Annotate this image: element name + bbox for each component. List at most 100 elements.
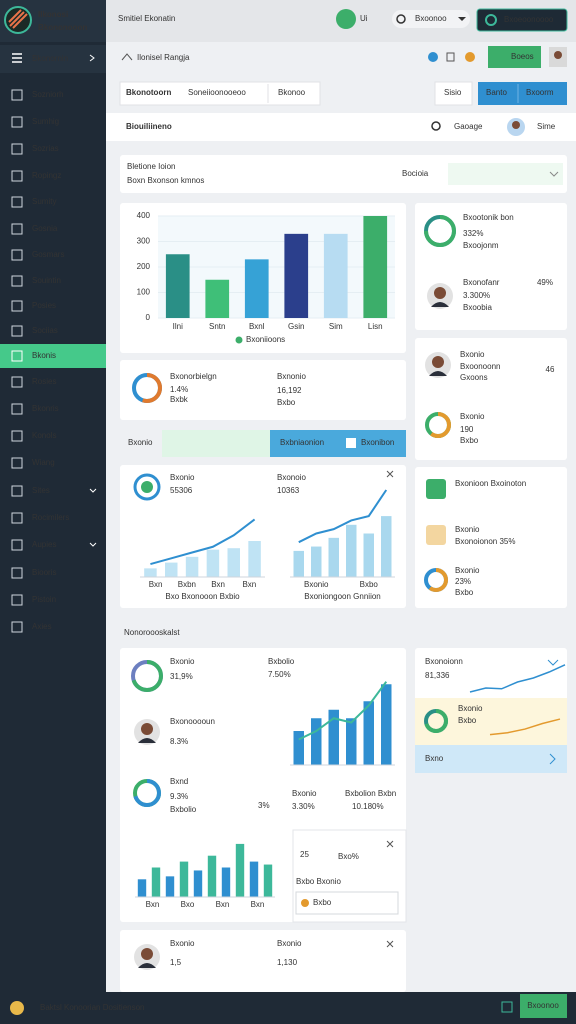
filter-button[interactable] <box>270 430 406 457</box>
label: Boxn Bxonson kmnos <box>127 176 204 185</box>
label: 332% <box>463 229 483 238</box>
bar <box>165 254 190 318</box>
sidebar-item: Sociias <box>32 326 58 335</box>
bar <box>227 548 240 577</box>
label: Ilonisel Rangja <box>137 53 190 62</box>
close-icon[interactable] <box>386 470 394 478</box>
trend-line <box>150 518 256 566</box>
label: Bxonio <box>170 473 195 482</box>
bar <box>381 684 392 765</box>
label: Bxonoionon 35% <box>455 537 516 546</box>
label: Bxonio <box>277 939 302 948</box>
status-icon[interactable] <box>336 9 356 29</box>
y-tick-label: 400 <box>137 211 151 220</box>
label: 49% <box>537 278 553 287</box>
label: Bkononooon <box>38 23 87 32</box>
sidebar-item: Sites <box>32 486 50 495</box>
close-icon[interactable] <box>386 940 394 948</box>
stat-button-icon <box>301 899 309 907</box>
label: 7.50% <box>268 670 291 679</box>
trend-bar[interactable] <box>415 745 567 773</box>
bar <box>328 537 339 577</box>
chevron <box>89 54 95 62</box>
label: 55306 <box>170 486 193 495</box>
bar <box>346 718 357 765</box>
sidebar-item: Sozniorh <box>32 90 64 99</box>
avatar-head <box>432 356 444 368</box>
x-tick-label: Ilni <box>173 322 183 331</box>
label: Bxoojonm <box>463 241 499 250</box>
list-icon <box>426 479 446 499</box>
stat-button[interactable] <box>295 891 399 915</box>
bar <box>363 533 374 577</box>
footer-button[interactable] <box>520 994 567 1018</box>
sidebar-header[interactable] <box>0 45 106 73</box>
bar <box>151 867 161 897</box>
action-button[interactable] <box>434 81 473 106</box>
label: Soneiioonooeoo <box>188 88 246 97</box>
y-tick-label: 200 <box>137 262 151 271</box>
sidebar-icon <box>11 300 23 312</box>
sidebar-active[interactable] <box>0 344 106 368</box>
list-icon <box>426 525 446 545</box>
doc-icon[interactable] <box>446 52 455 62</box>
bar <box>207 855 217 897</box>
sidebar-icon <box>11 539 23 551</box>
sidebar-item: Wiang <box>32 458 55 467</box>
label: Bxonibon <box>361 438 394 447</box>
sidebar-item: Posies <box>32 301 56 310</box>
bar <box>311 546 322 577</box>
trend-line <box>298 681 388 741</box>
x-tick-label: Sntn <box>209 322 225 331</box>
search-box[interactable] <box>392 10 470 28</box>
label: Boeos <box>511 52 534 61</box>
donut-arc <box>425 412 451 438</box>
footer <box>0 992 576 1024</box>
search-icon[interactable] <box>431 121 441 131</box>
alert-icon[interactable] <box>465 52 475 62</box>
label: 31,9% <box>170 672 193 681</box>
label: Bxonorbielgn <box>170 372 217 381</box>
sidebar-item: Bkonris <box>32 404 59 413</box>
sidebar-item: Bkonis <box>32 351 56 360</box>
top-button[interactable] <box>476 8 568 32</box>
sidebar-icon <box>11 350 23 362</box>
filter-input[interactable] <box>162 430 270 457</box>
x-tick-label: Bxn <box>216 900 230 909</box>
label: Bxbo <box>458 716 477 725</box>
green-button[interactable] <box>488 46 541 68</box>
donut-arc <box>133 779 161 807</box>
notify-icon[interactable] <box>428 52 438 62</box>
avatar-body <box>138 963 156 968</box>
x-tick-label: Bxn <box>242 580 256 589</box>
form-input[interactable] <box>448 163 563 185</box>
label: Bxbolio <box>268 657 295 666</box>
label: Bxonio <box>460 412 485 421</box>
label: 3.30% <box>292 802 315 811</box>
footer-icon[interactable] <box>501 1001 513 1013</box>
bar <box>293 550 304 577</box>
donut-arc <box>424 215 456 247</box>
donut-arc <box>132 373 162 403</box>
avatar-body <box>138 738 156 743</box>
sidebar-item: Axies <box>32 622 52 631</box>
bar <box>263 864 273 897</box>
label: Bxonio <box>455 566 480 575</box>
header-strip <box>106 113 576 141</box>
action-button-blue[interactable] <box>478 82 567 105</box>
sidebar-icon <box>11 594 23 606</box>
label: Bxonio <box>170 939 195 948</box>
footer-icon <box>10 1001 24 1015</box>
bar <box>165 562 178 577</box>
sidebar-icon <box>11 403 23 415</box>
sidebar-item: Pistoin <box>32 595 56 604</box>
avatar-head <box>141 723 153 735</box>
label: Bxonio <box>170 657 195 666</box>
avatar-body <box>431 302 449 307</box>
sidebar-icon <box>11 376 23 388</box>
sidebar-item: Sumity <box>32 197 56 206</box>
close-icon[interactable] <box>386 840 394 848</box>
donut-arc <box>424 568 448 592</box>
bar <box>363 701 374 765</box>
sidebar-item: Konols <box>32 431 56 440</box>
